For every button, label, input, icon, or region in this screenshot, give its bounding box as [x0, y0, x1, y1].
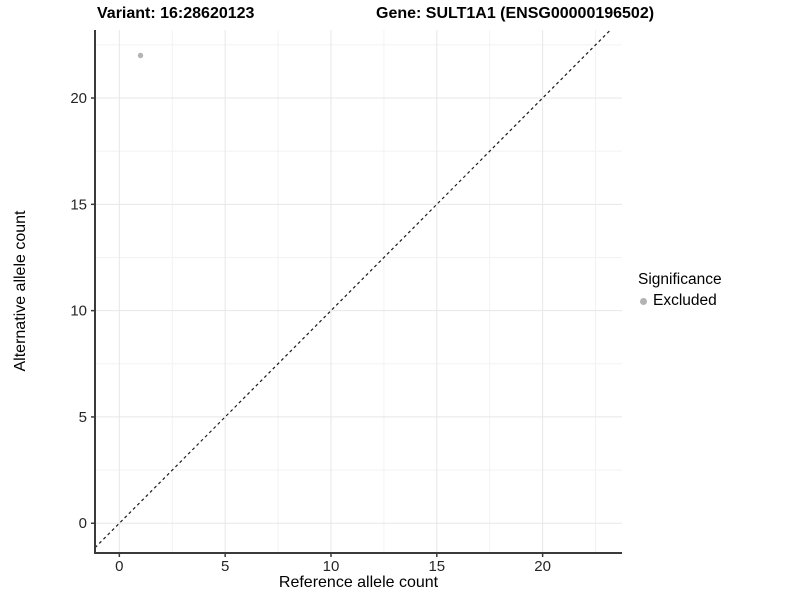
legend-key-dot-icon [640, 297, 647, 305]
y-axis-label: Alternative allele count [12, 210, 29, 372]
y-tick-label: 15 [70, 196, 87, 213]
y-tick-label: 20 [70, 90, 87, 107]
legend-item-label: Excluded [653, 292, 717, 309]
y-tick-label: 0 [79, 515, 87, 532]
y-tick-label: 10 [70, 303, 87, 320]
x-tick-label: 15 [428, 558, 445, 575]
x-tick-label: 5 [221, 558, 229, 575]
x-axis-label: Reference allele count [278, 574, 439, 591]
gene-title: Gene: SULT1A1 (ENSG00000196502) [376, 5, 655, 22]
legend: Significance Excluded [638, 271, 722, 310]
x-tick-label: 20 [534, 558, 551, 575]
legend-item: Excluded [640, 292, 722, 310]
identity-line [94, 29, 611, 549]
x-tick-label: 0 [115, 558, 123, 575]
legend-title: Significance [638, 271, 722, 288]
plot-panel [95, 30, 622, 553]
variant-title: Variant: 16:28620123 [97, 5, 255, 22]
y-tick-label: 5 [79, 409, 87, 426]
x-tick-label: 10 [323, 558, 340, 575]
data-point [137, 52, 144, 59]
